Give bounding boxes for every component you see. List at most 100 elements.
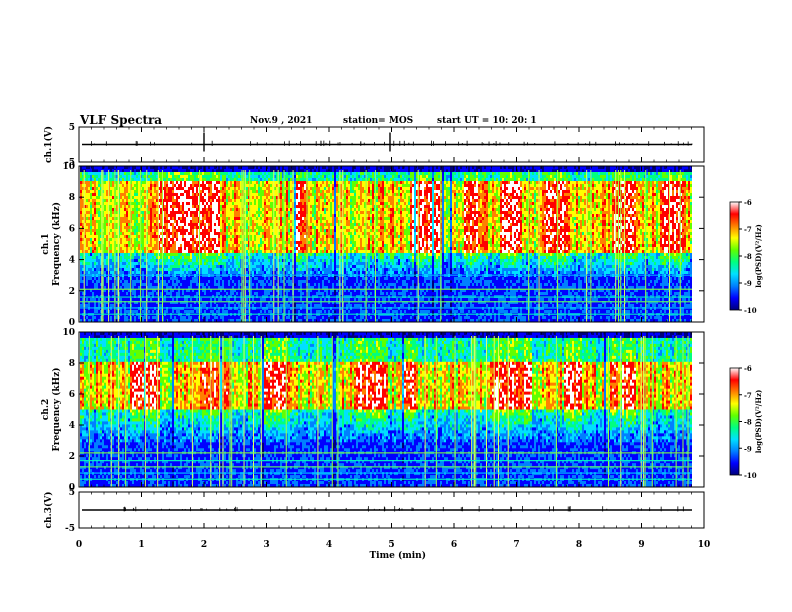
ch1-cell <box>182 271 184 274</box>
ch1-cell <box>150 214 152 217</box>
ch1-cell <box>172 235 174 238</box>
ch1-cell <box>160 253 162 256</box>
ch1-cell <box>196 283 198 286</box>
ch1-cell <box>150 250 152 253</box>
ch1-cell <box>152 211 154 214</box>
ch1-cell <box>126 181 128 184</box>
ch1-cell <box>90 199 92 202</box>
ch1-cell <box>144 310 146 313</box>
ch1-cell <box>126 199 128 202</box>
ch1-cell <box>150 232 152 235</box>
ch1-cell <box>134 298 136 301</box>
ch1-cell <box>132 280 134 283</box>
ch1-cell <box>96 238 98 241</box>
ch1-cell <box>138 181 140 184</box>
ch1-cell <box>204 184 206 187</box>
ch1-cell <box>166 280 168 283</box>
ch1-cell <box>128 259 130 262</box>
ch1-cell <box>156 316 158 319</box>
ch1-cell <box>160 196 162 199</box>
ch1-cell <box>160 184 162 187</box>
ch1-cell <box>194 223 196 226</box>
ch1-cell <box>188 292 190 295</box>
ch1-cell <box>144 268 146 271</box>
ch1-cell <box>92 178 94 181</box>
ch1-cell <box>168 196 170 199</box>
ch1-cell <box>202 238 204 241</box>
ch1-cell <box>122 280 124 283</box>
ch1-cell <box>106 220 108 223</box>
ch1-cell <box>170 220 172 223</box>
ch1-cell <box>172 280 174 283</box>
ch1-cell <box>176 250 178 253</box>
ch1-cell <box>106 190 108 193</box>
ch1-cell <box>186 268 188 271</box>
ch1-cell <box>134 271 136 274</box>
ch1-cell <box>150 223 152 226</box>
ch1-cell <box>170 280 172 283</box>
ch1-cell <box>92 298 94 301</box>
ch1-cell <box>86 190 88 193</box>
ch1-cell <box>144 205 146 208</box>
ch1-cell <box>168 169 170 172</box>
ch1-cell <box>176 214 178 217</box>
ch1-cell <box>132 223 134 226</box>
ch1-cell <box>152 175 154 178</box>
ch1-cell <box>138 256 140 259</box>
ch1-cell <box>86 199 88 202</box>
ch1-cell <box>126 172 128 175</box>
ch1-cell <box>152 268 154 271</box>
ch1-cell <box>184 283 186 286</box>
ch1-cell <box>96 220 98 223</box>
ch1-cell <box>134 184 136 187</box>
ch1-cell <box>94 199 96 202</box>
ch1-cell <box>152 283 154 286</box>
ch1-cell <box>180 304 182 307</box>
ch1-cell <box>194 187 196 190</box>
ch1-cell <box>134 190 136 193</box>
ch1-cell <box>142 241 144 244</box>
ch1-cell <box>124 199 126 202</box>
ch1-cell <box>88 199 90 202</box>
ch1-cell <box>138 214 140 217</box>
ch1-cell <box>90 256 92 259</box>
ch1-cell <box>172 298 174 301</box>
ch1-cell <box>96 241 98 244</box>
ch1-cell <box>178 268 180 271</box>
ch1-cell <box>156 256 158 259</box>
ch1-cell <box>112 181 114 184</box>
ch1-cell <box>180 268 182 271</box>
ch1-cell <box>120 277 122 280</box>
ch1-cell <box>152 169 154 172</box>
ch1-cell <box>86 229 88 232</box>
ch1-cell <box>98 190 100 193</box>
ch1-cell <box>166 238 168 241</box>
ch1-cell <box>186 214 188 217</box>
ch1-cell <box>112 310 114 313</box>
ch1-cell <box>176 175 178 178</box>
ch1-cell <box>92 181 94 184</box>
ch1-cell <box>204 262 206 265</box>
ch1-cell <box>176 196 178 199</box>
ch1-cell <box>86 304 88 307</box>
ch1-cell <box>90 202 92 205</box>
ch1-cell <box>200 244 202 247</box>
ch1-cell <box>98 262 100 265</box>
ch1-cell <box>170 310 172 313</box>
ch1-cell <box>150 271 152 274</box>
ch1-cell <box>190 229 192 232</box>
ch1-cell <box>184 271 186 274</box>
ch1-cell <box>90 217 92 220</box>
ch1-cell <box>132 217 134 220</box>
ch1-cell <box>120 199 122 202</box>
ch1-cell <box>148 202 150 205</box>
ch1-cell <box>120 304 122 307</box>
ch1-cell <box>142 259 144 262</box>
ch1-cell <box>98 181 100 184</box>
ch1-cell <box>110 271 112 274</box>
ch1-cell <box>174 220 176 223</box>
ch1-cell <box>98 196 100 199</box>
ch1-cell <box>188 238 190 241</box>
ch1-cell <box>196 304 198 307</box>
ch1-cell <box>112 271 114 274</box>
